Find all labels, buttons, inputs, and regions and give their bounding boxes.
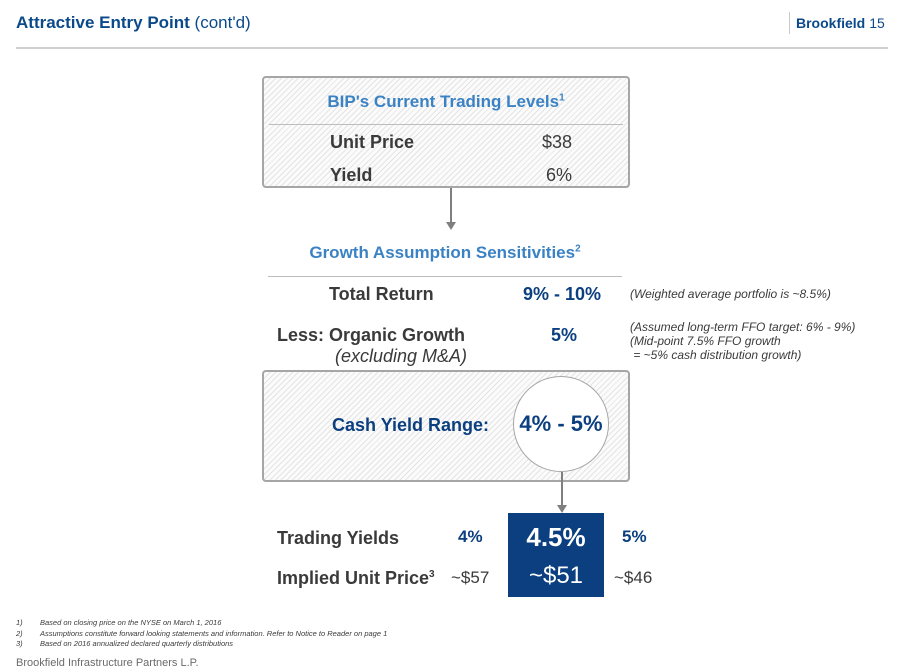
implied-unit-price-label: Implied Unit Price3 xyxy=(277,568,435,588)
arrow-down-icon xyxy=(446,222,456,230)
section-divider xyxy=(268,276,622,277)
current-trading-levels-box: BIP's Current Trading Levels1 Unit Price… xyxy=(262,76,630,188)
arrow-down-icon xyxy=(557,505,567,513)
trading-yield-low: 4% xyxy=(458,527,483,546)
organic-growth-notes: (Assumed long-term FFO target: 6% - 9%) … xyxy=(630,320,855,362)
page-number: 15 xyxy=(869,15,885,31)
organic-growth-note-1: (Assumed long-term FFO target: 6% - 9%) xyxy=(630,320,856,334)
brand-header: Brookfield 15 xyxy=(789,12,885,34)
current-trading-title: BIP's Current Trading Levels1 xyxy=(327,92,565,111)
page-title: Attractive Entry Point (cont'd) xyxy=(16,13,251,33)
organic-growth-note-2: (Mid-point 7.5% FFO growth xyxy=(630,334,781,348)
growth-sensitivities-title: Growth Assumption Sensitivities2 xyxy=(309,243,581,262)
trading-yields-label: Trading Yields xyxy=(277,528,400,548)
header-divider xyxy=(16,47,888,49)
trading-yield-high: 5% xyxy=(622,527,647,546)
total-return-note: (Weighted average portfolio is ~8.5%) xyxy=(630,287,831,301)
midpoint-yield: 4.5% xyxy=(526,522,586,552)
page-title-main: Attractive Entry Point xyxy=(16,13,190,32)
cash-yield-circle: 4% - 5% xyxy=(513,376,609,472)
implied-price-low-yield: ~$57 xyxy=(451,568,490,587)
brand-logo-text: Brookfield xyxy=(796,15,866,31)
footnote-2: 2) Assumptions constitute forward looking… xyxy=(16,629,388,638)
total-return-label: Total Return xyxy=(329,284,434,304)
page-title-suffix: (cont'd) xyxy=(194,13,251,32)
yield-label: Yield xyxy=(330,165,373,185)
organic-growth-note-3: = ~5% cash distribution growth) xyxy=(630,348,802,362)
footnote-ref: 2 xyxy=(575,243,581,255)
footnote-ref: 3 xyxy=(429,569,435,580)
organic-growth-sublabel: (excluding M&A) xyxy=(335,346,468,366)
total-return-value: 9% - 10% xyxy=(523,284,602,304)
connector-line-1 xyxy=(450,188,452,223)
midpoint-price: ~$51 xyxy=(528,562,584,589)
yield-value: 6% xyxy=(545,165,572,185)
implied-price-high-yield: ~$46 xyxy=(614,568,653,587)
unit-price-value: $38 xyxy=(541,132,572,152)
cash-yield-value: 4% - 5% xyxy=(519,411,603,436)
box-divider xyxy=(269,124,623,125)
footnote-3: 3) Based on 2016 annualized declared quar… xyxy=(16,639,234,648)
connector-line-2 xyxy=(561,472,563,506)
organic-growth-value: 5% xyxy=(551,325,578,345)
highlighted-midpoint-box: 4.5% ~$51 xyxy=(508,513,604,597)
organic-growth-label: Less: Organic Growth xyxy=(277,325,466,345)
unit-price-row: Unit Price $38 xyxy=(330,132,572,153)
footnote-ref: 1 xyxy=(559,92,565,104)
footnote-1: 1) Based on closing price on the NYSE on … xyxy=(16,618,222,627)
unit-price-label: Unit Price xyxy=(330,132,415,152)
footer-company-name: Brookfield Infrastructure Partners L.P. xyxy=(16,657,199,669)
cash-yield-label: Cash Yield Range: xyxy=(332,415,490,435)
yield-row: Yield 6% xyxy=(330,165,572,186)
